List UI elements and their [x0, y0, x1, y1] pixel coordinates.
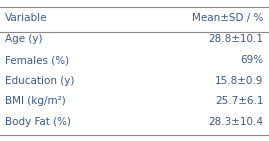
- Text: 25.7±6.1: 25.7±6.1: [215, 96, 264, 106]
- Text: BMI (kg/m²): BMI (kg/m²): [5, 96, 66, 106]
- Text: 28.8±10.1: 28.8±10.1: [209, 34, 264, 44]
- Text: Age (y): Age (y): [5, 34, 43, 44]
- Text: 69%: 69%: [240, 55, 264, 65]
- Text: 28.3±10.4: 28.3±10.4: [209, 117, 264, 127]
- Text: Females (%): Females (%): [5, 55, 69, 65]
- Text: 15.8±0.9: 15.8±0.9: [215, 76, 264, 86]
- Text: Mean±SD / %: Mean±SD / %: [192, 13, 264, 23]
- Text: Variable: Variable: [5, 13, 48, 23]
- Text: Body Fat (%): Body Fat (%): [5, 117, 71, 127]
- Text: Education (y): Education (y): [5, 76, 75, 86]
